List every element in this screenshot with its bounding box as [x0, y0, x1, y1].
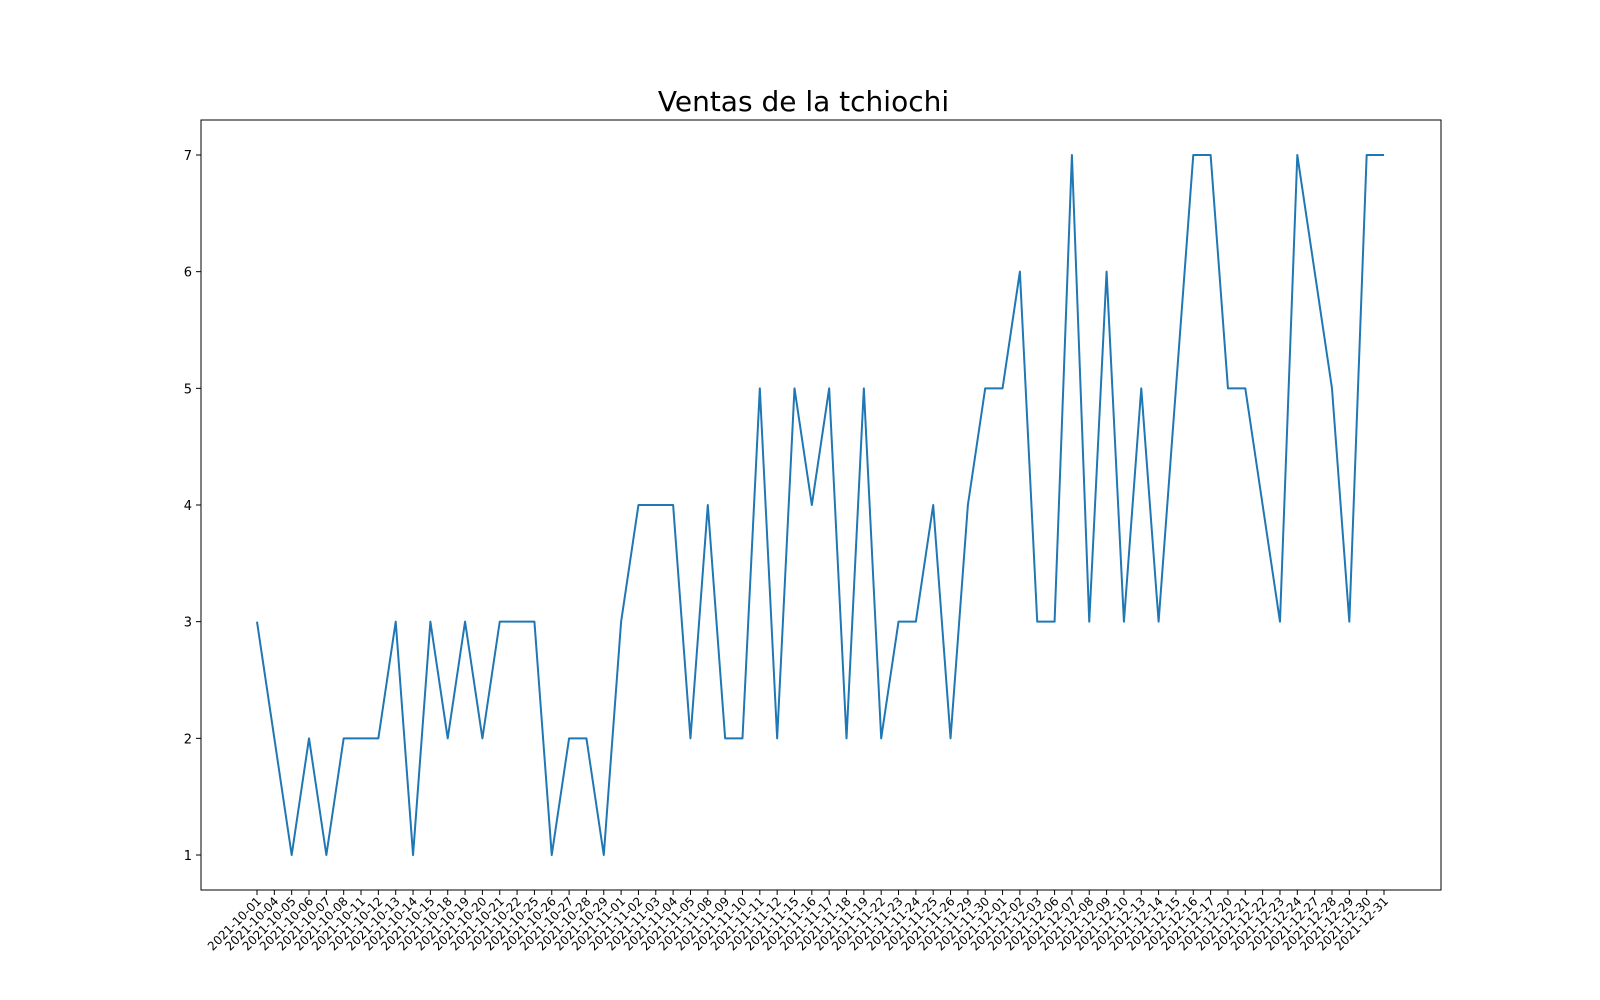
y-tick-label: 2: [184, 732, 192, 747]
x-axis: 2021-10-012021-10-042021-10-052021-10-06…: [205, 890, 1391, 953]
y-tick-label: 6: [184, 266, 192, 281]
plot-area-frame: [200, 119, 1442, 891]
y-tick-label: 5: [184, 382, 192, 397]
y-axis: 1 2 3 4 5 6 7: [184, 149, 201, 864]
y-tick-label: 7: [184, 149, 192, 164]
chart-title: Ventas de la tchiochi: [658, 85, 949, 118]
series-line: [256, 154, 1384, 856]
y-tick-label: 4: [184, 499, 192, 514]
y-tick-label: 3: [184, 616, 192, 631]
y-tick-label: 1: [184, 849, 192, 864]
